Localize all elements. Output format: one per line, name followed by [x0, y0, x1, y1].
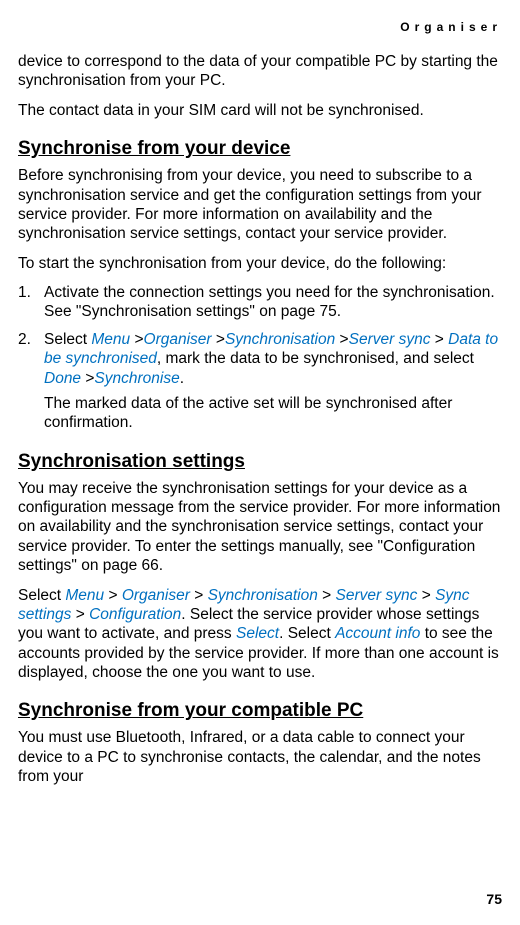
sep: >: [417, 587, 435, 604]
sep: >: [104, 587, 122, 604]
menu-path-menu: Menu: [65, 587, 104, 604]
menu-path-synchronise: Synchronise: [94, 370, 179, 387]
section-heading-sync-device: Synchronise from your device: [18, 138, 502, 160]
sep: >: [430, 331, 448, 348]
step2-text-c: .: [180, 370, 184, 387]
section3-para-1: You must use Bluetooth, Infrared, or a d…: [18, 728, 502, 786]
page-number: 75: [486, 891, 502, 907]
step2-text-b: , mark the data to be synchronised, and …: [157, 350, 474, 367]
menu-path-server-sync: Server sync: [336, 587, 418, 604]
menu-path-organiser: Organiser: [122, 587, 190, 604]
menu-path-organiser: Organiser: [144, 331, 212, 348]
p2-text-a: Select: [18, 587, 65, 604]
sep: >: [190, 587, 208, 604]
step2-text-a: Select: [44, 331, 91, 348]
menu-path-done: Done: [44, 370, 81, 387]
p2-text-c: . Select: [279, 625, 335, 642]
menu-path-select: Select: [236, 625, 279, 642]
menu-path-account-info: Account info: [335, 625, 420, 642]
menu-path-configuration: Configuration: [89, 606, 181, 623]
section-heading-sync-settings: Synchronisation settings: [18, 451, 502, 473]
step2-subnote: The marked data of the active set will b…: [44, 394, 502, 433]
sep: >: [335, 331, 348, 348]
section-heading-sync-pc: Synchronise from your compatible PC: [18, 700, 502, 722]
section1-para-1: Before synchronising from your device, y…: [18, 166, 502, 244]
intro-para-2: The contact data in your SIM card will n…: [18, 101, 502, 120]
sep: >: [81, 370, 94, 387]
step-2: Select Menu >Organiser >Synchronisation …: [18, 330, 502, 433]
sep: >: [130, 331, 143, 348]
menu-path-menu: Menu: [91, 331, 130, 348]
sep: >: [318, 587, 336, 604]
step-1: Activate the connection settings you nee…: [18, 283, 502, 322]
sep: >: [212, 331, 225, 348]
section2-para-2: Select Menu > Organiser > Synchronisatio…: [18, 586, 502, 683]
sep: >: [71, 606, 89, 623]
intro-para-1: device to correspond to the data of your…: [18, 52, 502, 91]
page-header: Organiser: [18, 20, 502, 34]
menu-path-synchronisation: Synchronisation: [208, 587, 318, 604]
menu-path-server-sync: Server sync: [349, 331, 431, 348]
menu-path-synchronisation: Synchronisation: [225, 331, 335, 348]
section1-steps: Activate the connection settings you nee…: [18, 283, 502, 433]
section1-para-2: To start the synchronisation from your d…: [18, 254, 502, 273]
section2-para-1: You may receive the synchronisation sett…: [18, 479, 502, 576]
